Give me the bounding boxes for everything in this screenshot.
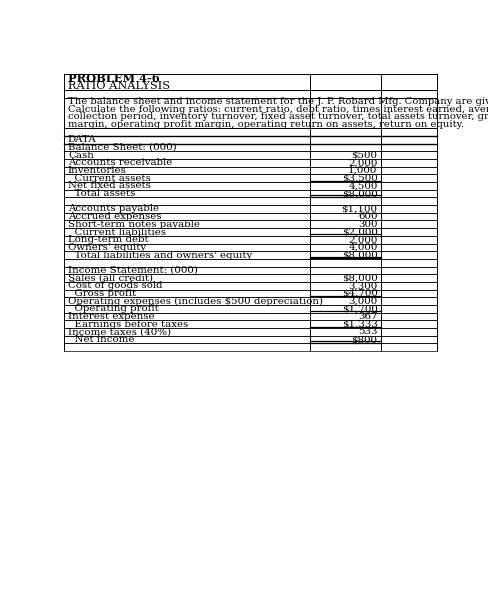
Text: RATIO ANALYSIS: RATIO ANALYSIS [68,81,170,91]
Text: $8,000: $8,000 [341,274,377,283]
Text: $2,000: $2,000 [341,228,377,236]
Text: Income taxes (40%): Income taxes (40%) [68,327,171,336]
Text: Long-term debt: Long-term debt [68,235,148,244]
Text: $8,000: $8,000 [341,189,377,198]
Text: Current liabilities: Current liabilities [68,228,165,236]
Text: 1,000: 1,000 [347,166,377,175]
Text: Gross profit: Gross profit [68,289,136,298]
Text: $1,700: $1,700 [341,304,377,314]
Text: Inventories: Inventories [68,166,126,175]
Text: Accrued expenses: Accrued expenses [68,212,161,221]
Text: The balance sheet and income statement for the J. P. Robard Mfg. Company are giv: The balance sheet and income statement f… [68,97,488,106]
Text: $1,100: $1,100 [341,204,377,213]
Text: Short-term notes payable: Short-term notes payable [68,220,200,229]
Text: $800: $800 [351,335,377,344]
Text: DATA: DATA [68,135,97,144]
Text: Operating profit: Operating profit [68,304,159,314]
Text: Owners' equity: Owners' equity [68,243,146,252]
Text: Operating expenses (includes $500 depreciation): Operating expenses (includes $500 deprec… [68,296,322,306]
Text: $3,500: $3,500 [341,173,377,183]
Text: Net fixed assets: Net fixed assets [68,181,150,191]
Text: Accounts receivable: Accounts receivable [68,159,172,168]
Text: $500: $500 [351,151,377,160]
Text: $1,333: $1,333 [341,320,377,328]
Text: Interest expense: Interest expense [68,312,154,321]
Text: Calculate the following ratios: current ratio, debt ratio, times interest earned: Calculate the following ratios: current … [68,105,488,113]
Text: Sales (all credit): Sales (all credit) [68,274,153,283]
Text: Cost of goods sold: Cost of goods sold [68,282,162,290]
Text: Income Statement: (000): Income Statement: (000) [68,266,198,275]
Text: Cash: Cash [68,151,94,160]
Text: 367: 367 [357,312,377,321]
Text: $8,000: $8,000 [341,251,377,260]
Text: Earnings before taxes: Earnings before taxes [68,320,188,328]
Text: collection period, inventory turnover, fixed asset turnover, total assets turnov: collection period, inventory turnover, f… [68,112,488,121]
Text: 2,000: 2,000 [347,159,377,168]
Text: 533: 533 [357,327,377,336]
Text: 600: 600 [357,212,377,221]
Text: 300: 300 [357,220,377,229]
Text: PROBLEM 4-6: PROBLEM 4-6 [68,73,159,84]
Text: Total liabilities and owners' equity: Total liabilities and owners' equity [68,251,252,260]
Text: $4,700: $4,700 [341,289,377,298]
Text: Current assets: Current assets [68,173,150,183]
Text: margin, operating profit margin, operating return on assets, return on equity.: margin, operating profit margin, operati… [68,120,463,129]
Text: 4,500: 4,500 [347,181,377,191]
Text: 2,000: 2,000 [347,235,377,244]
Text: 4,000: 4,000 [347,243,377,252]
Text: 3,000: 3,000 [347,296,377,306]
Text: Balance Sheet: (000): Balance Sheet: (000) [68,143,176,152]
Text: Total assets: Total assets [68,189,135,198]
Text: Net income: Net income [68,335,134,344]
Text: 3,300: 3,300 [347,282,377,290]
Text: Accounts payable: Accounts payable [68,204,159,213]
